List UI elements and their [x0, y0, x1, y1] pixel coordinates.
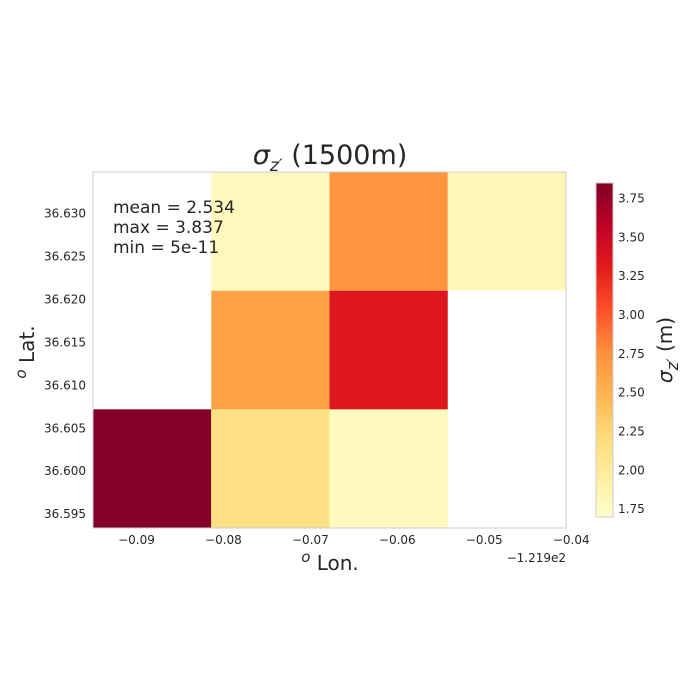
- x-tick-label: −0.08: [205, 533, 242, 547]
- y-tick-label: 36.625: [44, 249, 86, 263]
- y-tick-label: 36.605: [44, 421, 86, 435]
- y-tick-label: 36.595: [44, 507, 86, 521]
- heatmap-cell: [329, 172, 448, 291]
- heatmap-cell: [447, 172, 566, 291]
- colorbar-tick-label: 3.75: [618, 192, 645, 206]
- heatmap-cell: [211, 172, 330, 291]
- x-tick-label: −0.05: [466, 533, 503, 547]
- x-axis-label: o Lon.: [301, 548, 359, 575]
- y-tick-label: 36.630: [44, 206, 86, 220]
- y-axis-ticks: 36.595 36.600 36.605 36.610 36.615 36.620 36.6…: [44, 206, 86, 521]
- title-symbol: σ: [253, 140, 271, 171]
- colorbar-tick-label: 3.25: [618, 269, 645, 283]
- y-tick-label: 36.600: [44, 464, 86, 478]
- x-tick-label: −0.06: [379, 533, 416, 547]
- heatmap-cell: [329, 409, 448, 528]
- colorbar: [595, 182, 614, 518]
- stats-min: min = 5e-11: [113, 238, 219, 258]
- y-label-text: Lat.: [15, 325, 39, 369]
- colorbar-label-suffix: (m): [653, 317, 677, 358]
- x-label-prefix: o: [301, 548, 310, 566]
- heatmap-cell: [329, 290, 448, 410]
- x-tick-label: −0.04: [553, 533, 590, 547]
- x-tick-label: −0.07: [292, 533, 329, 547]
- y-label-prefix: o: [12, 369, 30, 378]
- x-label-text: Lon.: [310, 551, 358, 575]
- colorbar-tick-label: 3.50: [618, 230, 645, 244]
- colorbar-tick-label: 2.75: [618, 347, 645, 361]
- heatmap-cell: [211, 409, 330, 528]
- colorbar-label-subscript: z′: [663, 358, 682, 371]
- heatmap-cells: [93, 172, 566, 528]
- colorbar-tick-label: 2.50: [618, 386, 645, 400]
- colorbar-tick-label: 3.00: [618, 308, 645, 322]
- chart-title: σz′ (1500m): [253, 140, 408, 176]
- stats-mean: mean = 2.534: [113, 198, 235, 218]
- colorbar-tick-label: 1.75: [618, 502, 645, 516]
- plot-area: mean = 2.534 max = 3.837 min = 5e-11: [92, 171, 567, 529]
- colorbar-ticks: 1.75 2.00 2.25 2.50 2.75 3.00 3.25 3.50 3.75: [618, 192, 645, 517]
- x-axis-ticks: −0.09 −0.08 −0.07 −0.06 −0.05 −0.04: [118, 533, 590, 547]
- colorbar-tick-label: 2.25: [618, 425, 645, 439]
- colorbar-label: σz′ (m): [653, 317, 682, 383]
- colorbar-label-symbol: σ: [653, 369, 677, 383]
- stats-max: max = 3.837: [113, 218, 224, 238]
- heatmap-cell: [93, 409, 212, 528]
- y-tick-label: 36.620: [44, 292, 86, 306]
- colorbar-tick-label: 2.00: [618, 463, 645, 477]
- title-suffix: (1500m): [283, 140, 408, 171]
- title-subscript: z′: [269, 156, 283, 176]
- stats-annotation: mean = 2.534 max = 3.837 min = 5e-11: [113, 198, 235, 258]
- x-tick-label: −0.09: [118, 533, 155, 547]
- y-tick-label: 36.610: [44, 378, 86, 392]
- x-offset-label: −1.219e2: [507, 551, 566, 565]
- heatmap-cell: [211, 290, 330, 410]
- plot-frame: [92, 171, 567, 529]
- y-tick-label: 36.615: [44, 335, 86, 349]
- y-axis-label: o Lat.: [12, 325, 39, 378]
